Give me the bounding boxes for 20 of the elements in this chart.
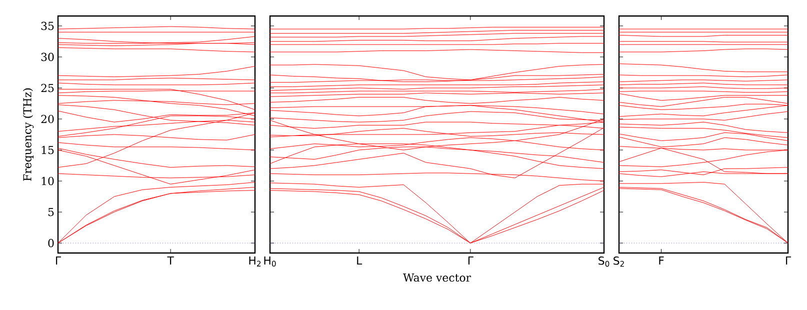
y-tick-label: 35 (41, 22, 54, 30)
x-tick-label: Γ (56, 256, 61, 265)
y-tick-label: 15 (42, 146, 54, 154)
y-tick-label: 0 (48, 238, 54, 248)
x-tick-label: F (659, 256, 664, 265)
x-axis-title: Wave vector (403, 274, 472, 282)
x-tick-label: H$_{0}$ (264, 256, 276, 267)
x-tick-label: Γ (468, 256, 474, 265)
y-tick-label: 30 (41, 52, 54, 62)
x-tick-label: L (357, 256, 362, 265)
x-tick-label: S$_{2}$ (614, 256, 624, 267)
x-tick-label: T (167, 256, 174, 265)
y-tick-label: 10 (42, 176, 54, 186)
x-tick-label: H$_{2}$ (249, 256, 261, 266)
y-axis-title: Frequency (THz) (22, 88, 34, 181)
y-tick-label: 5 (48, 208, 54, 216)
x-tick-label: Γ (786, 256, 791, 265)
x-tick-label: S$_{0}$ (598, 256, 610, 267)
y-tick-label: 25 (41, 84, 54, 92)
y-tick-label: 20 (41, 114, 54, 124)
